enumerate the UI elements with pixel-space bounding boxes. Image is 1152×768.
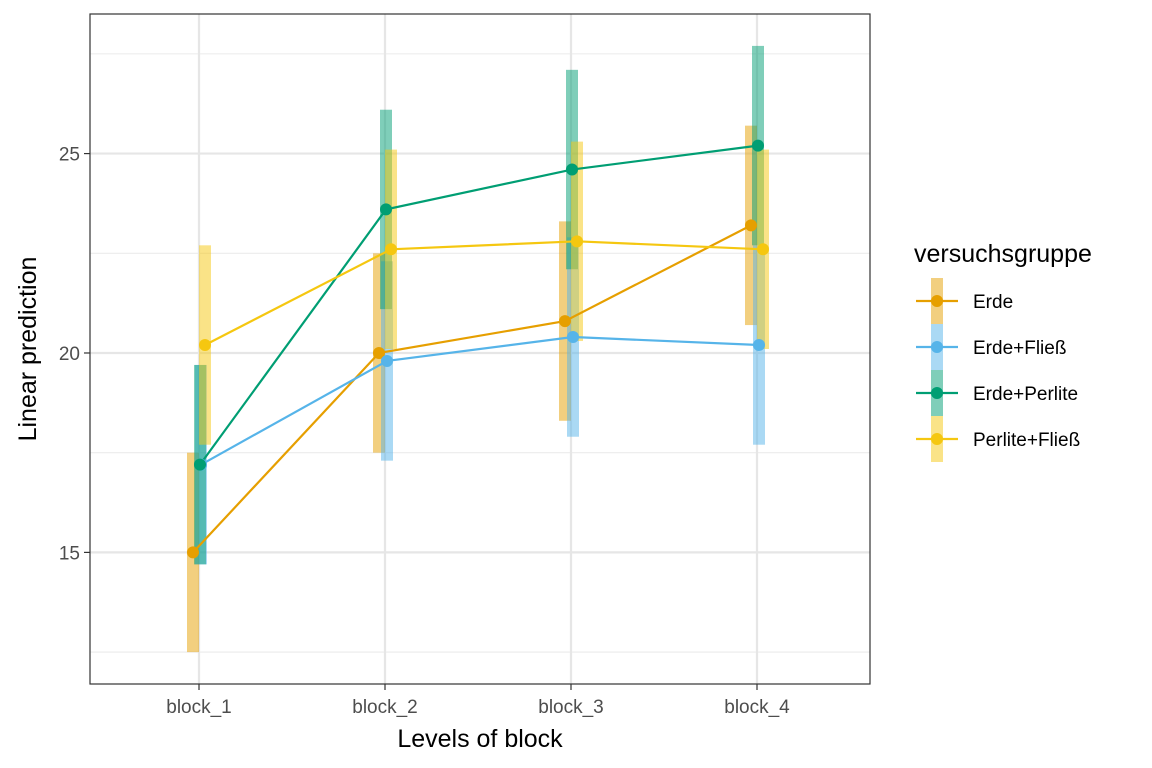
data-point (753, 339, 765, 352)
x-tick-label: block_1 (166, 697, 232, 718)
series-line (192, 224, 752, 554)
x-tick-label: block_3 (538, 697, 604, 718)
series-line (199, 144, 759, 466)
series-line (200, 335, 760, 466)
y-axis-title: Linear prediction (14, 257, 42, 442)
data-point (187, 546, 199, 559)
x-axis-title: Levels of block (397, 725, 563, 753)
y-tick-label: 15 (59, 543, 80, 564)
data-point (745, 219, 757, 232)
axes: 15 20 25 block_1 block_2 block_3 block_4 (59, 145, 790, 718)
data-point (380, 203, 392, 216)
legend: versuchsgruppe Erde Erde+Fließ Erde+Perlit… (914, 240, 1092, 462)
legend-label: Erde (973, 292, 1013, 313)
data-point (752, 139, 764, 152)
legend-label: Erde+Perlite (973, 384, 1078, 405)
y-tick-label: 25 (59, 145, 80, 166)
x-tick-label: block_4 (724, 697, 790, 718)
data-point (566, 163, 578, 176)
series-line (204, 240, 764, 346)
legend-title: versuchsgruppe (914, 240, 1092, 268)
data-point (757, 243, 769, 256)
data-point (567, 331, 579, 344)
data-point (194, 458, 206, 471)
legend-label: Erde+Fließ (973, 338, 1066, 359)
data-point (373, 346, 385, 359)
panel-border (89, 13, 871, 685)
data-point (385, 243, 397, 256)
data-point (571, 235, 583, 248)
data-point (199, 339, 211, 352)
legend-key-point (931, 433, 943, 445)
series-lines (192, 144, 764, 554)
legend-key-point (931, 341, 943, 353)
x-tick-label: block_2 (352, 697, 418, 718)
legend-key-point (931, 387, 943, 399)
data-point (381, 354, 393, 367)
legend-label: Perlite+Fließ (973, 430, 1080, 451)
data-point (559, 315, 571, 328)
legend-key-point (931, 295, 943, 307)
series-points (187, 139, 769, 559)
y-tick-label: 20 (59, 344, 80, 365)
